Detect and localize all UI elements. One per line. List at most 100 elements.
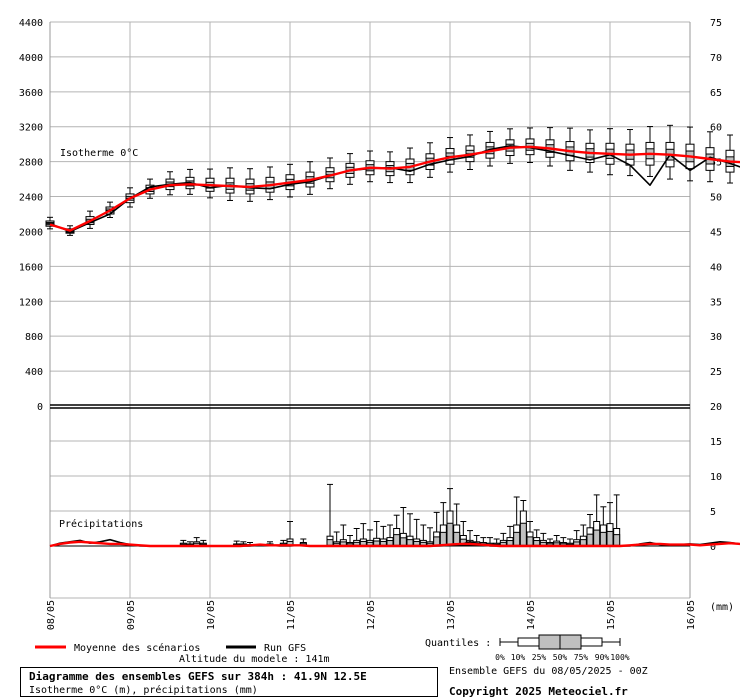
right-tick-label: 70: [710, 53, 722, 64]
x-tick-label: 13/05: [446, 600, 457, 630]
isotherm-box: [525, 127, 535, 164]
isotherm-box: [685, 126, 695, 182]
right-tick-label: 15: [710, 437, 722, 448]
legend-run-label: Run GFS: [264, 643, 306, 654]
precipitation-box: [579, 524, 587, 547]
quantile-tick-labels: 0% 10% 25% 50% 75% 90% 100%: [495, 653, 630, 662]
isotherm-label: Isotherme 0°C: [60, 148, 138, 159]
left-tick-label: 0: [37, 402, 43, 413]
diagram-title: Diagramme des ensembles GEFS sur 384h : …: [29, 670, 367, 683]
x-tick-label: 15/05: [606, 600, 617, 630]
precipitation-box: [586, 514, 594, 547]
right-tick-label: 60: [710, 123, 722, 134]
isotherm-mean-line: [49, 145, 740, 232]
left-tick-label: 800: [25, 332, 43, 343]
precipitation-box: [326, 483, 334, 547]
legend-mean-label: Moyenne des scénarios: [74, 642, 200, 654]
isotherm-box: [545, 127, 555, 167]
left-tick-label: 4400: [19, 18, 43, 29]
right-tick-label: 45: [710, 227, 722, 238]
quantile-tick-label: 25%: [532, 653, 547, 662]
quantile-tick-label: 0%: [495, 653, 505, 662]
precipitation-box: [366, 529, 374, 547]
precipitation-box-plots: [179, 483, 621, 547]
left-tick-label: 1600: [19, 262, 43, 273]
right-tick-label: 40: [710, 262, 722, 273]
isotherm-box: [605, 128, 615, 176]
left-tick-label: 2400: [19, 193, 43, 204]
isotherm-box: [205, 168, 215, 199]
precipitation-box: [359, 523, 367, 547]
isotherm-box: [285, 163, 295, 198]
quantile-tick-label: 100%: [610, 653, 629, 662]
precipitation-label: Précipitations: [59, 518, 143, 530]
precipitation-box: [606, 502, 614, 547]
precipitation-box: [593, 494, 601, 547]
precipitation-box: [346, 535, 354, 547]
precipitation-box: [379, 525, 387, 547]
precipitation-box: [333, 531, 341, 547]
precipitation-box: [599, 506, 607, 547]
precipitation-box: [459, 521, 467, 547]
copyright: Copyright 2025 Meteociel.fr: [449, 685, 628, 698]
precipitation-box: [559, 537, 567, 547]
quantile-legend-box: [499, 634, 621, 650]
isotherm-box: [365, 150, 375, 183]
precipitation-box: [193, 537, 201, 547]
footer-title-box: Diagramme des ensembles GEFS sur 384h : …: [20, 667, 438, 697]
series-lines: [49, 145, 740, 548]
x-axis-ticks: 08/05 09/05 10/05 11/05 12/05 13/05 14/05 15/05…: [46, 600, 697, 630]
right-tick-label: 20: [710, 402, 722, 413]
left-tick-label: 2800: [19, 158, 43, 169]
right-tick-label: 30: [710, 332, 722, 343]
x-tick-label: 11/05: [286, 600, 297, 630]
isotherm-box: [645, 126, 655, 177]
precipitation-box: [286, 521, 294, 547]
diagram-subtitle: Isotherme 0°C (m), précipitations (mm): [29, 685, 258, 696]
precipitation-box: [446, 488, 454, 547]
precipitation-box: [386, 524, 394, 547]
precipitation-box: [339, 524, 347, 547]
precipitation-box: [406, 513, 414, 547]
quantile-tick-label: 90%: [595, 653, 610, 662]
right-tick-label: 55: [710, 158, 722, 169]
precipitation-box: [573, 530, 581, 547]
right-tick-label: 50: [710, 193, 722, 204]
model-altitude: Altitude du modele : 141m: [179, 654, 330, 665]
precipitation-box: [353, 528, 361, 547]
right-tick-label: 65: [710, 88, 722, 99]
right-tick-label: 10: [710, 472, 722, 483]
precipitation-mean-line: [49, 540, 740, 548]
left-tick-label: 2000: [19, 227, 43, 238]
ensemble-run-info: Ensemble GEFS du 08/05/2025 - 00Z: [449, 666, 648, 677]
precipitation-box: [499, 532, 507, 547]
precipitation-box: [513, 496, 521, 547]
isotherm-box: [565, 127, 575, 171]
precipitation-box: [413, 518, 421, 547]
isotherm-box: [225, 167, 235, 201]
precipitation-box: [439, 502, 447, 547]
precipitation-box: [199, 539, 207, 547]
precipitation-box: [433, 511, 441, 547]
precipitation-box: [426, 527, 434, 547]
x-tick-label: 12/05: [366, 600, 377, 630]
right-tick-label: 0: [710, 542, 716, 553]
isotherm-box: [45, 216, 55, 230]
isotherm-box: [585, 129, 595, 173]
x-tick-label: 14/05: [526, 600, 537, 630]
isotherm-box: [465, 134, 475, 170]
isotherm-box: [265, 166, 275, 201]
precipitation-box: [419, 524, 427, 547]
left-tick-label: 400: [25, 367, 43, 378]
isotherm-box: [725, 134, 735, 184]
left-axis-ticks: 4400400036003200280024002000160012008004…: [19, 18, 43, 413]
precipitation-box: [519, 500, 527, 547]
right-tick-label: 5: [710, 507, 716, 518]
precipitation-box: [539, 532, 547, 547]
isotherm-box: [665, 124, 675, 180]
precipitation-box: [506, 525, 514, 547]
precipitation-box: [526, 521, 534, 547]
precipitation-box: [373, 521, 381, 547]
